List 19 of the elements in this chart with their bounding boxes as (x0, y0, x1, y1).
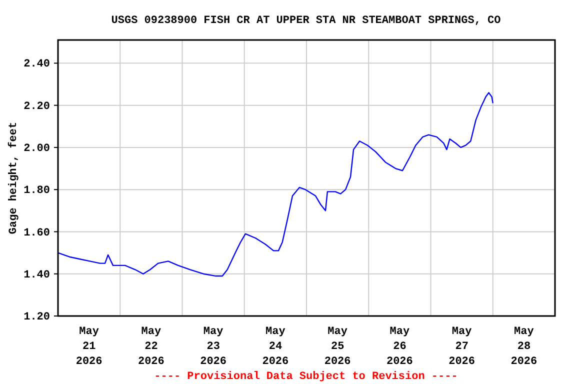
x-tick-label: May 25 2026 (324, 326, 351, 368)
x-tick-label: May 27 2026 (448, 326, 476, 368)
x-tick-label: May 28 2026 (510, 326, 538, 368)
y-tick-label: 2.40 (24, 58, 50, 71)
chart-title: USGS 09238900 FISH CR AT UPPER STA NR STEAMBOAT SPRINGS, CO (111, 15, 502, 27)
x-tick-label: May 21 2026 (76, 326, 102, 368)
x-tick-label: May 26 2026 (386, 326, 413, 368)
text: ---- Provisional Data Subject to Revision ---- (154, 371, 458, 383)
y-tick-label: 1.80 (24, 185, 50, 198)
x-tick-label: May 23 2026 (200, 326, 227, 368)
y-tick-label: 2.00 (24, 142, 50, 155)
y-tick-label: 1.60 (24, 227, 50, 240)
x-tick-label: May 22 2026 (138, 326, 164, 368)
y-tick-label: 1.20 (24, 312, 50, 324)
y-tick-label: 1.40 (24, 269, 50, 282)
x-tick-label: May 24 2026 (262, 326, 289, 368)
line-series (57, 92, 494, 277)
y-tick-label: 2.20 (24, 100, 50, 113)
y-axis-title: Gage height, feet (7, 122, 20, 234)
